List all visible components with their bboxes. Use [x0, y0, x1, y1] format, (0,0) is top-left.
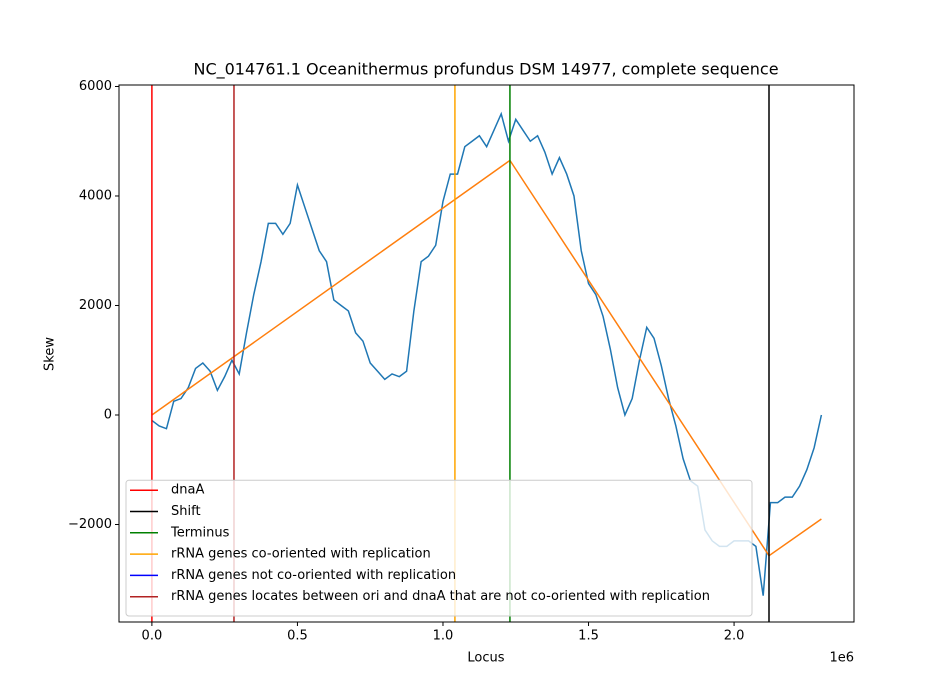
x-tick-label: 2.0	[724, 629, 745, 644]
y-tick-label: 2000	[79, 298, 112, 313]
legend-label: Terminus	[170, 525, 230, 540]
legend-label: rRNA genes locates between ori and dnaA …	[171, 589, 710, 604]
y-axis-label: Skew	[43, 337, 58, 371]
y-tick-label: 6000	[79, 79, 112, 94]
chart-title: NC_014761.1 Oceanithermus profundus DSM …	[193, 60, 778, 80]
legend-label: dnaA	[171, 483, 204, 498]
y-tick-label: −2000	[68, 517, 112, 532]
x-tick-label: 0.0	[142, 629, 163, 644]
legend-label: rRNA genes co-oriented with replication	[171, 547, 431, 562]
x-axis-label: Locus	[467, 651, 504, 666]
y-tick-label: 0	[104, 407, 112, 422]
legend-label: rRNA genes not co-oriented with replicat…	[171, 568, 456, 583]
x-tick-label: 0.5	[287, 629, 308, 644]
x-tick-label: 1.0	[433, 629, 454, 644]
x-offset-label: 1e6	[829, 651, 854, 666]
plot-frame	[118, 84, 855, 623]
legend-box	[125, 479, 753, 617]
y-tick-label: 4000	[79, 188, 112, 203]
series-line	[151, 159, 822, 557]
legend-label: Shift	[171, 504, 201, 519]
x-tick-label: 1.5	[578, 629, 599, 644]
